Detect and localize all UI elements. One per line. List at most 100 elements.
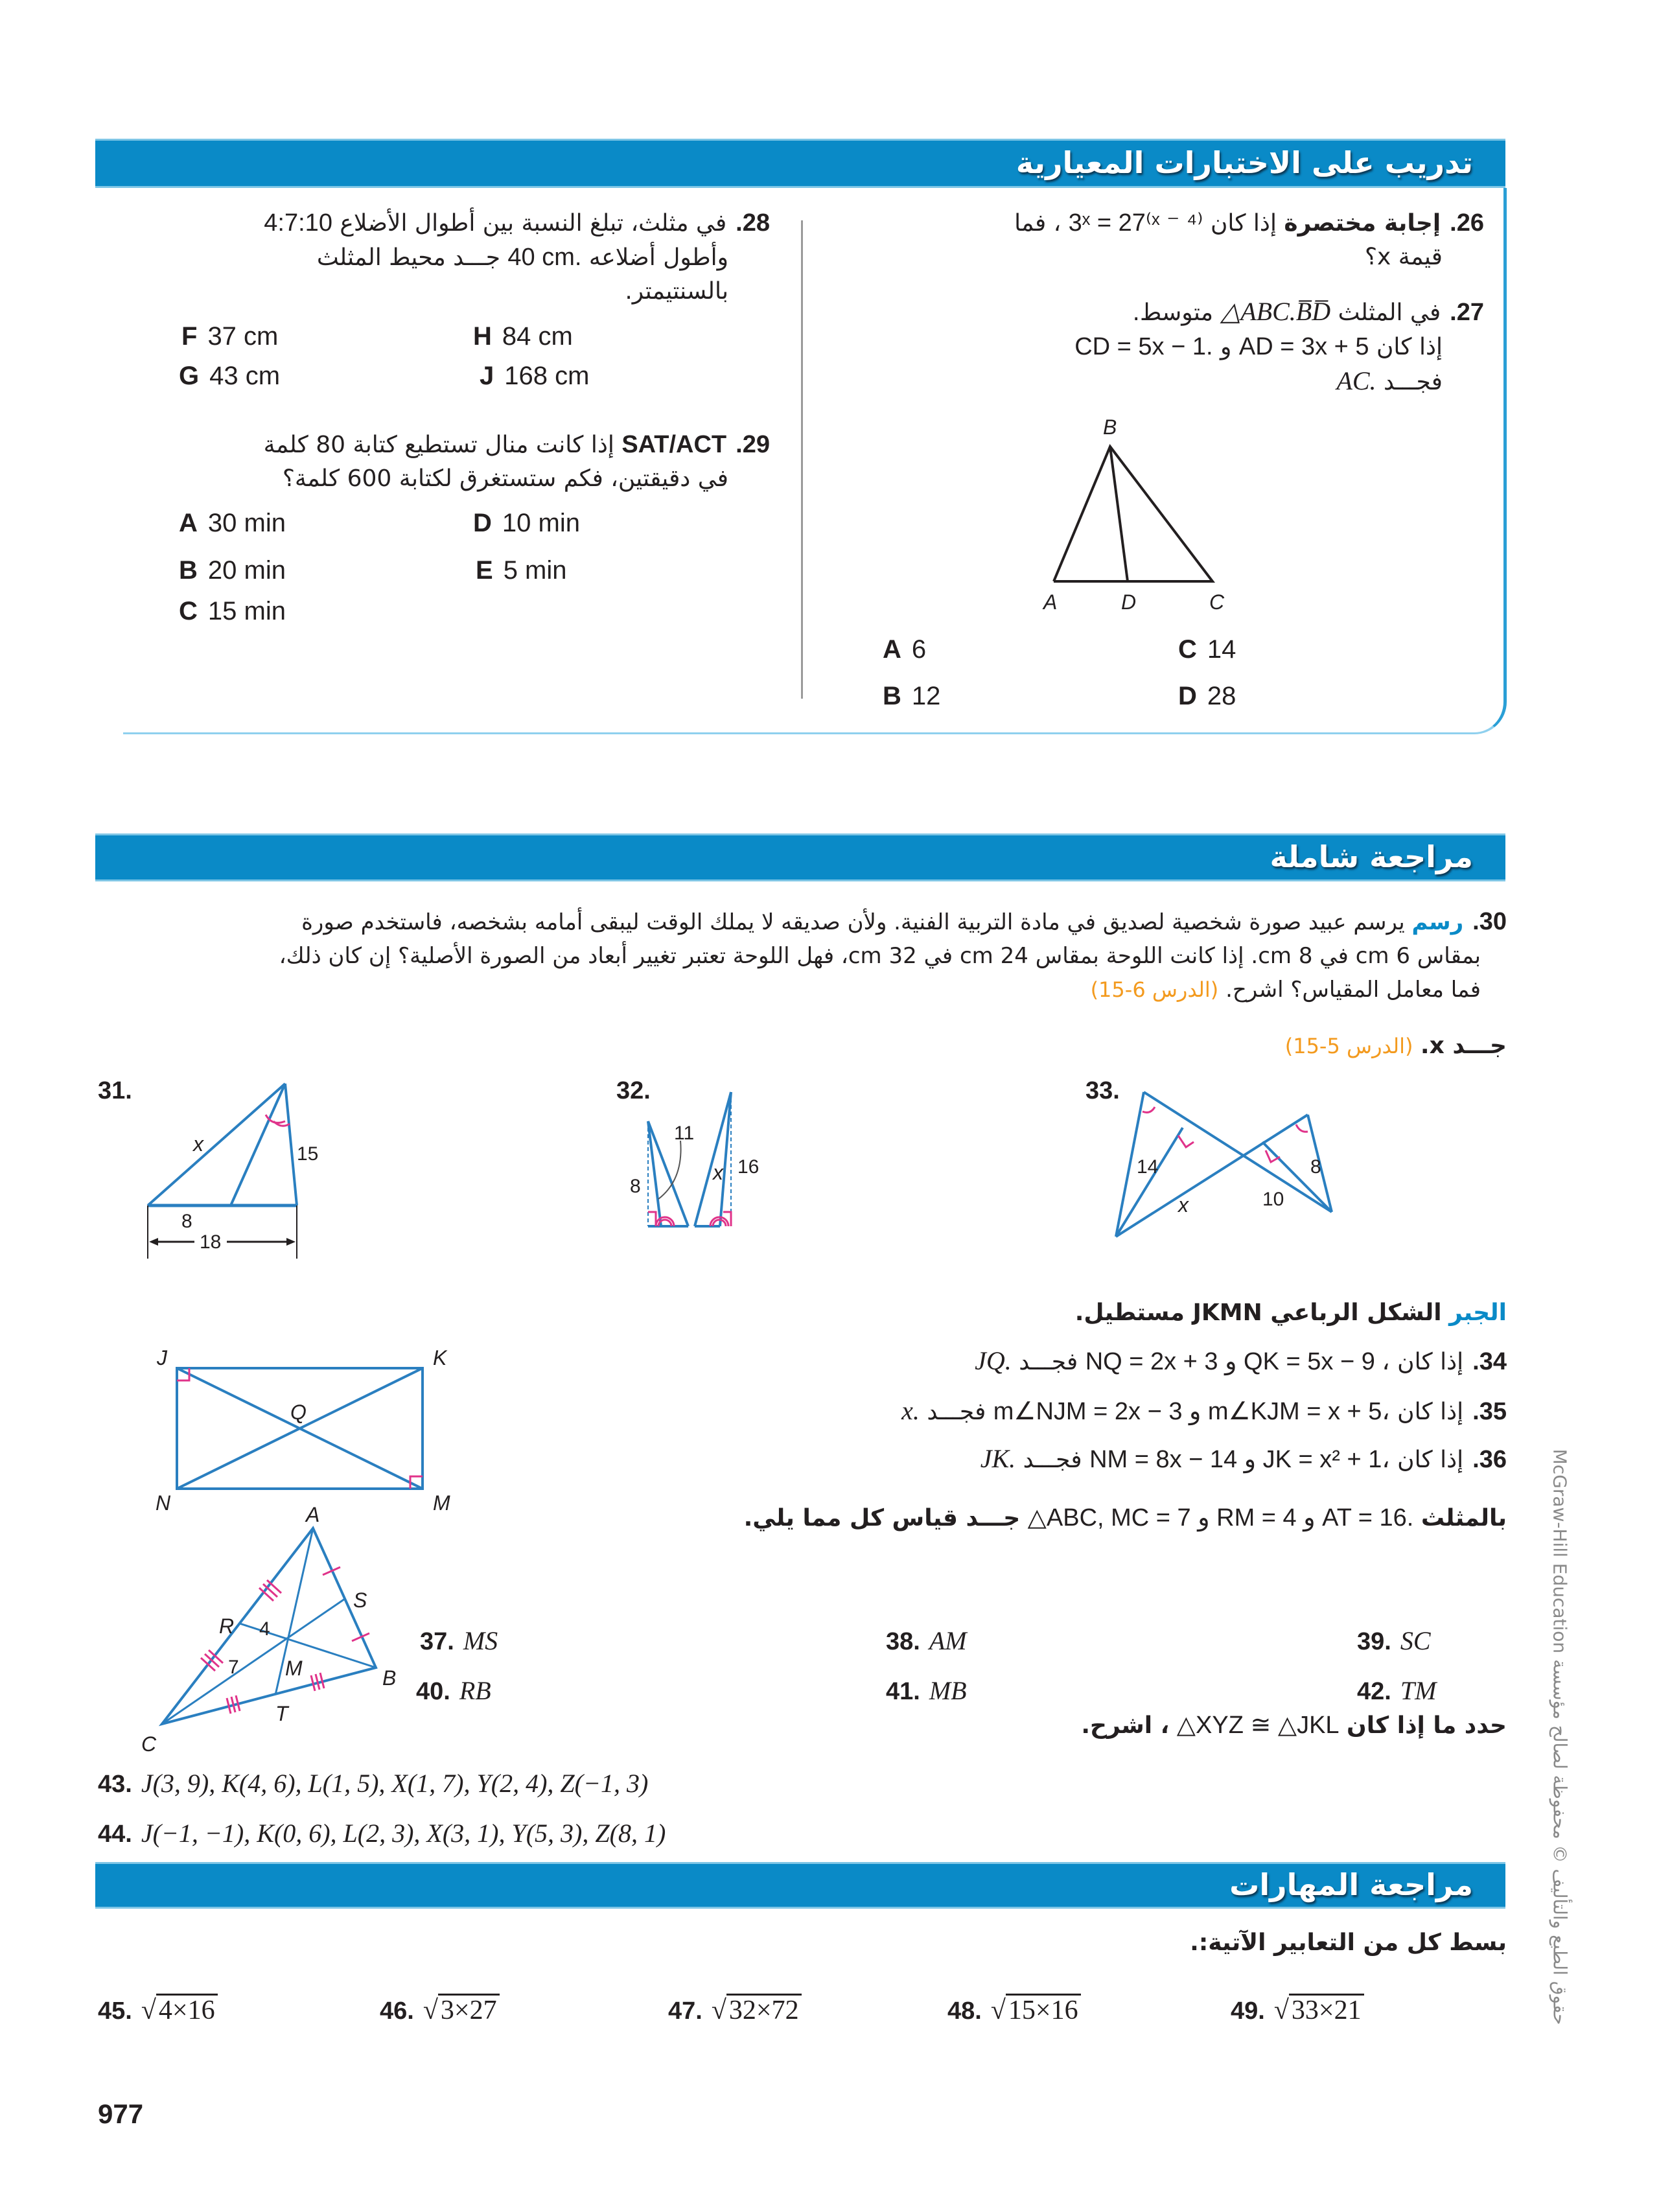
section-header-skills-review: مراجعة المهارات	[95, 1862, 1505, 1909]
text: ، فما	[1014, 210, 1062, 237]
label-18: 18	[200, 1231, 221, 1253]
triangle-outline	[1052, 444, 1216, 583]
label-k: K	[433, 1346, 448, 1369]
math: 40 cm.	[507, 244, 582, 271]
figure-32: 11 8 x 16	[630, 1091, 759, 1228]
congruence-stem: حدد ما إذا كان △XYZ ≅ △JKL ، اشرح.	[1081, 1712, 1507, 1739]
exercise-43: 43. J(3, 9), K(4, 6), L(1, 5), X(1, 7), Y…	[98, 1769, 649, 1798]
choice-c[interactable]: C 14	[1178, 635, 1236, 664]
question-type: إجابة مختصرة	[1284, 210, 1441, 237]
question-number: 28.	[736, 209, 770, 237]
question-number: 30.	[1472, 908, 1507, 935]
exercise-45: 45. √4×16	[98, 1994, 218, 2026]
exercise-48: 48. √15×16	[947, 1994, 1081, 2026]
section-title: مراجعة المهارات	[1229, 1867, 1473, 1902]
triangle-stem: بالمثلث △ABC, MC = 7 و RM = 4 و AT = 16.…	[743, 1504, 1507, 1531]
text: في مثلث، تبلغ النسبة بين أطوال الأضلاع	[340, 210, 727, 237]
label-b: B	[382, 1666, 396, 1690]
lesson-reference: (الدرس 5-15)	[1284, 1034, 1413, 1058]
text: و	[1220, 334, 1232, 360]
label-b: B	[1103, 415, 1117, 439]
question-topic: رسم	[1411, 909, 1464, 935]
lesson-reference: (الدرس 6-15)	[1090, 977, 1219, 1002]
text: فما معامل المقياس؟ اشرح.	[1225, 977, 1481, 1003]
exercise-47: 47. √32×72	[668, 1994, 802, 2026]
section-title: تدريب على الاختبارات المعيارية	[1015, 145, 1473, 180]
label-n: N	[156, 1491, 171, 1515]
question-number: 27.	[1450, 299, 1484, 326]
choice-c[interactable]: C 15 min	[179, 597, 286, 625]
exercise-40: 40. RB	[416, 1676, 491, 1705]
label-8: 8	[1310, 1156, 1321, 1178]
exercise-44: 44. J(−1, −1), K(0, 6), L(2, 3), X(3, 1),…	[98, 1819, 666, 1848]
text: قيمة x؟	[1364, 244, 1443, 270]
copyright-notice: حقوق الطبع والتأليف © محفوظة لصالح مؤسسة…	[1549, 1449, 1571, 2025]
math: AD = 3x + 5	[1238, 333, 1369, 360]
question-35: 35.إذا كان m∠NJM = 2x − 3 و m∠KJM = x + …	[901, 1396, 1507, 1425]
exercise-38: 38. AM	[886, 1626, 967, 1655]
choice-j[interactable]: J 168 cm	[480, 362, 590, 390]
math: m∠NJM = 2x − 3 و m∠KJM = x + 5،	[993, 1398, 1390, 1425]
exercise-46: 46. √3×27	[380, 1994, 500, 2026]
text: متوسط.	[1132, 299, 1214, 326]
text: فجـــد	[1384, 369, 1443, 395]
label-q: Q	[290, 1401, 307, 1424]
choice-h[interactable]: H 84 cm	[473, 322, 573, 351]
instruction: جـــد x.	[1420, 1032, 1507, 1059]
section-header-comprehensive-review: مراجعة شاملة	[95, 833, 1505, 881]
text: بمقاس 6 cm في 8 cm. إذا كانت اللوحة بمقا…	[279, 943, 1481, 969]
page-number: 977	[98, 2099, 144, 2129]
question-27: 27. في المثلث △ABC.B̅D̅ متوسط. إذا كان AD…	[901, 295, 1484, 399]
exercise-39: 39. SC	[1357, 1626, 1431, 1655]
equation: 3ˣ = 27⁽ˣ ⁻ ⁴⁾	[1068, 209, 1203, 237]
label-15: 15	[297, 1143, 318, 1165]
triangle-medians-figure: A B C R S T M 4 7	[141, 1503, 396, 1756]
label-x: x	[1177, 1193, 1189, 1217]
question-34: 34.إذا كان NQ = 2x + 3 و QK = 5x − 9 ، ف…	[975, 1346, 1507, 1375]
choice-d[interactable]: D 10 min	[473, 509, 580, 537]
test-practice-box	[123, 188, 1507, 734]
algebra-heading: الجبر الشكل الرباعي JKMN مستطيل.	[599, 1296, 1507, 1330]
math: NM = 8x − 14 و JK = x² + 1،	[1089, 1446, 1390, 1473]
question-26: 26. إجابة مختصرة إذا كان 3ˣ = 27⁽ˣ ⁻ ⁴⁾ ،…	[901, 206, 1484, 274]
text: بالسنتيمتر.	[625, 278, 728, 305]
choice-a[interactable]: A 30 min	[179, 509, 286, 537]
text: الشكل الرباعي JKMN مستطيل.	[1074, 1299, 1442, 1326]
text: وأطول أضلاعه	[588, 244, 728, 271]
choice-d[interactable]: D 28	[1178, 682, 1236, 710]
triangle-abc-figure: B A D C	[1042, 415, 1225, 614]
choice-b[interactable]: B 12	[883, 682, 941, 710]
label-8: 8	[181, 1211, 192, 1232]
figure-number: 32.	[616, 1077, 651, 1104]
question-number: 26.	[1450, 209, 1484, 237]
choice-g[interactable]: G 43 cm	[179, 362, 281, 390]
topic-tag: الجبر	[1449, 1299, 1507, 1326]
choice-b[interactable]: B 20 min	[179, 556, 286, 585]
label-x: x	[712, 1161, 724, 1184]
question-36: 36.إذا كان NM = 8x − 14 و JK = x² + 1، ف…	[980, 1444, 1507, 1473]
question-type: SAT/ACT	[621, 431, 727, 458]
label-11: 11	[674, 1123, 694, 1144]
figure-number: 31.	[98, 1077, 132, 1104]
label-4: 4	[259, 1618, 270, 1640]
label-s: S	[353, 1589, 367, 1612]
math: △XYZ ≅ △JKL	[1176, 1712, 1340, 1739]
label-t: T	[275, 1702, 290, 1725]
label-16: 16	[737, 1156, 759, 1178]
label-10: 10	[1262, 1189, 1284, 1210]
question-28: 28. في مثلث، تبلغ النسبة بين أطوال الأضلا…	[187, 206, 770, 309]
exercise-49: 49. √33×21	[1231, 1994, 1364, 2026]
text: في المثلث	[1338, 299, 1441, 326]
section-header-standardized-test: تدريب على الاختبارات المعيارية	[95, 139, 1505, 188]
label-r: R	[219, 1614, 234, 1638]
instruction: بسط كل من التعابير الآتية:.	[1190, 1929, 1507, 1956]
choice-f[interactable]: F 37 cm	[181, 322, 279, 351]
label-a: A	[305, 1503, 319, 1526]
section-title: مراجعة شاملة	[1270, 839, 1473, 874]
math: △ABC, MC = 7 و RM = 4 و AT = 16.	[1027, 1504, 1414, 1531]
label-8: 8	[630, 1176, 641, 1197]
math: AC.	[1336, 366, 1376, 395]
column-divider	[801, 220, 803, 699]
